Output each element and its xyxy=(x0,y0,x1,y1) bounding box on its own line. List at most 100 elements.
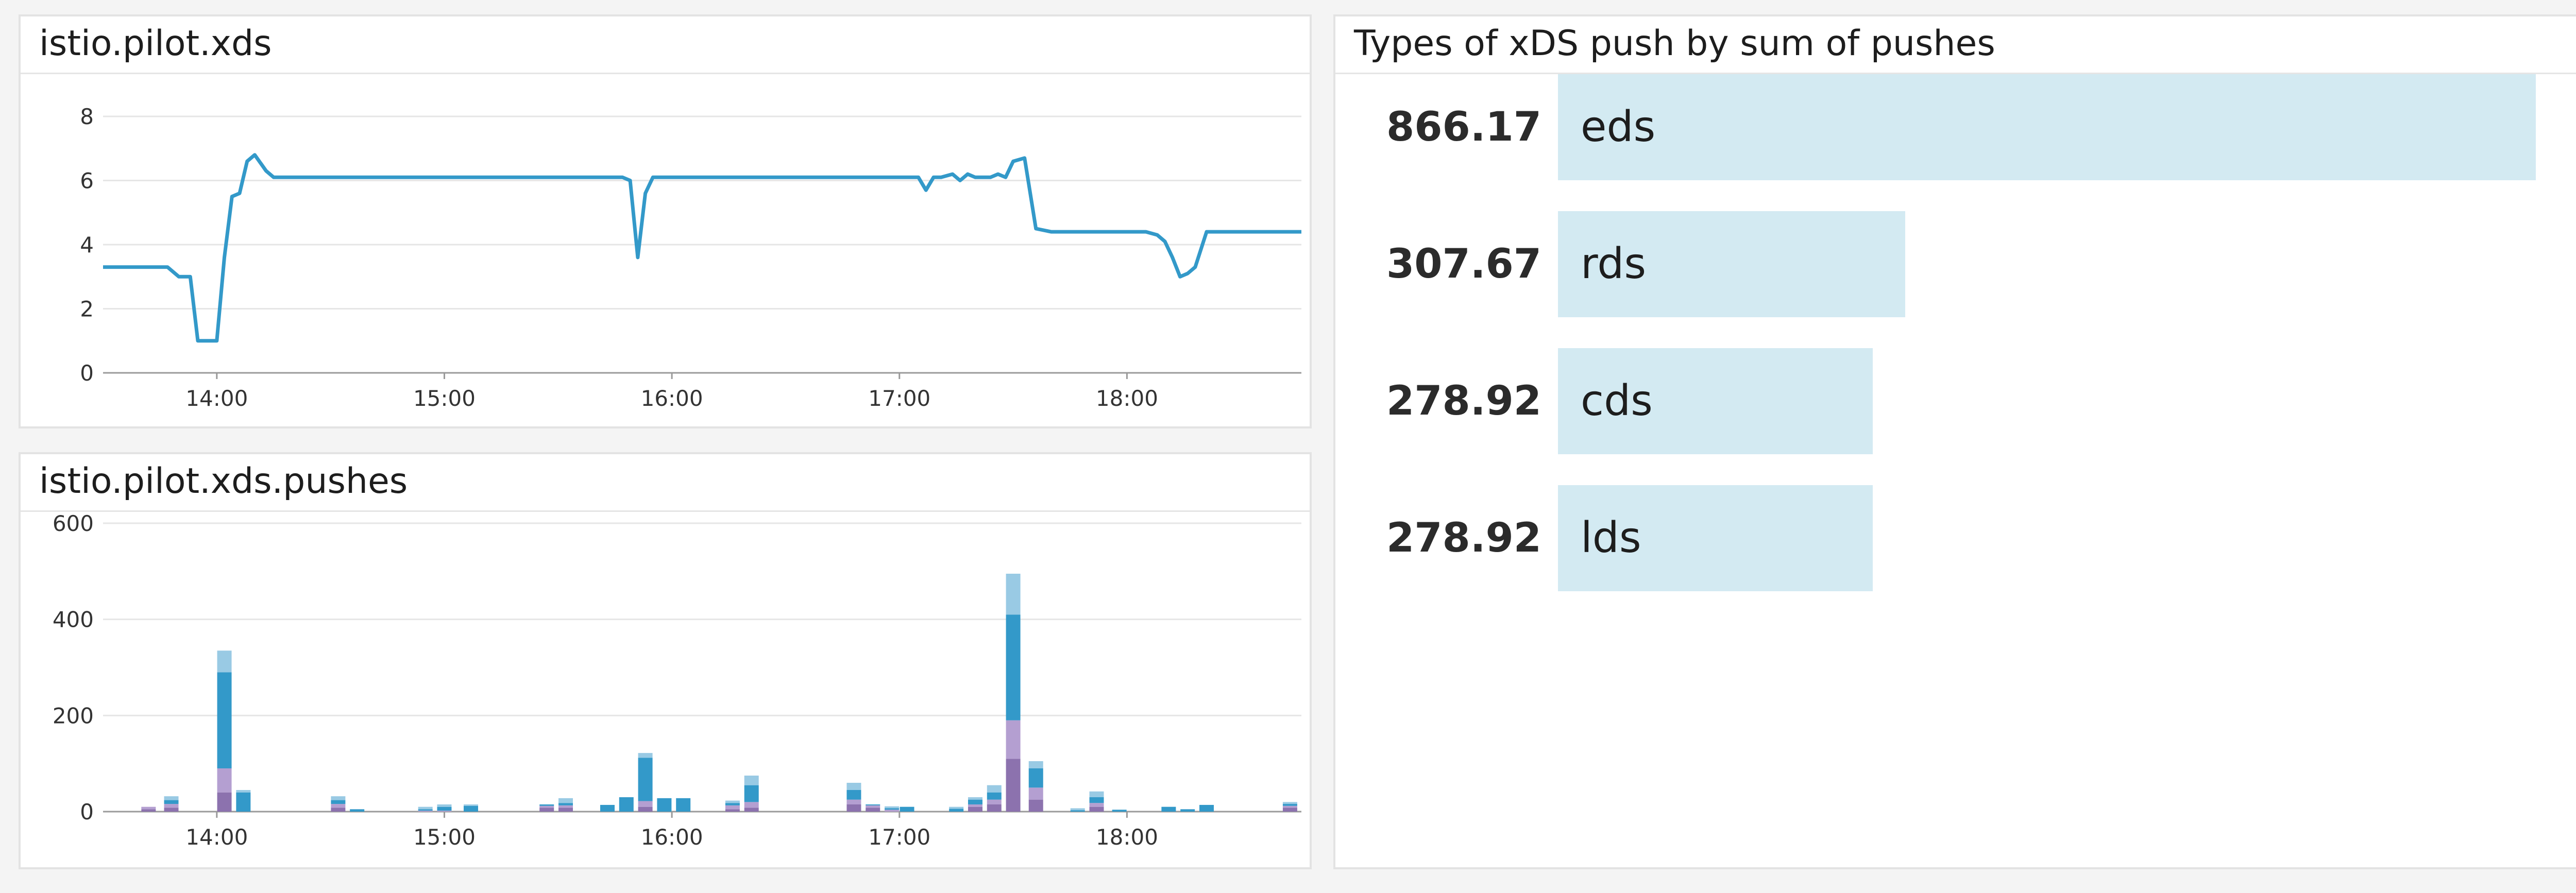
stacked-bar-segment xyxy=(1070,810,1085,812)
stacked-bar-segment xyxy=(987,804,1002,812)
stacked-bar-segment xyxy=(866,808,880,812)
stacked-bar-segment xyxy=(638,753,653,758)
stacked-bar-segment xyxy=(418,806,433,810)
toplist-bar xyxy=(1558,211,1906,317)
toplist-bar xyxy=(1558,485,1873,591)
toplist-label: eds xyxy=(1581,102,1656,151)
stacked-bar-segment xyxy=(1006,574,1021,615)
stacked-bar-segment xyxy=(744,808,759,812)
stacked-bar-segment xyxy=(1006,720,1021,759)
toplist-bar xyxy=(1558,74,2536,180)
y-tick-label: 2 xyxy=(80,297,94,322)
panel-title: istio.pilot.xds.pushes xyxy=(21,454,1310,512)
toplist-bar xyxy=(1558,348,1873,454)
y-tick-label: 600 xyxy=(53,511,94,536)
stacked-bar-segment xyxy=(558,803,573,805)
stacked-bar-segment xyxy=(539,808,554,812)
toplist-value: 307.67 xyxy=(1386,241,1541,287)
stacked-bar-segment xyxy=(1028,761,1043,768)
stacked-bar-segment xyxy=(1282,808,1297,812)
stacked-bar-segment xyxy=(725,803,740,805)
stacked-bar-segment xyxy=(1006,759,1021,812)
stacked-bar-segment xyxy=(744,785,759,802)
stacked-bar-segment xyxy=(236,792,251,812)
stacked-bar-segment xyxy=(968,799,982,804)
stacked-bar-segment xyxy=(866,805,880,808)
stacked-bar-segment xyxy=(725,805,740,810)
toplist-label: cds xyxy=(1581,376,1653,425)
stacked-bar-segment xyxy=(676,798,691,812)
xds-types-toplist-panel: Types of xDS push by sum of pushes 866.1… xyxy=(1333,14,2576,869)
stacked-bar-segment xyxy=(987,799,1002,804)
stacked-bar-segment xyxy=(1180,809,1195,812)
stacked-bar-segment xyxy=(1006,614,1021,720)
stacked-bar-segment xyxy=(418,809,433,811)
y-tick-label: 200 xyxy=(53,703,94,728)
stacked-bar-segment xyxy=(968,797,982,800)
stacked-bar-segment xyxy=(539,805,554,808)
stacked-bar-segment xyxy=(1282,804,1297,806)
stacked-bar-segment xyxy=(846,804,861,812)
stacked-bar-segment xyxy=(350,809,365,812)
toplist-label: lds xyxy=(1581,513,1641,562)
stacked-bar-segment xyxy=(236,790,251,793)
stacked-bar-segment xyxy=(164,804,179,808)
stacked-bar-segment xyxy=(744,802,759,808)
stacked-bar-segment xyxy=(1028,768,1043,788)
stacked-bar-segment xyxy=(1028,799,1043,812)
stacked-bar-segment xyxy=(463,805,478,812)
toplist-row-eds: 866.17 eds xyxy=(1335,74,2576,180)
stacked-bar-segment xyxy=(949,809,964,812)
stacked-bar-segment xyxy=(217,792,232,812)
stacked-bar-segment xyxy=(1089,791,1104,797)
stacked-bar-segment xyxy=(558,808,573,812)
stacked-bar-segment xyxy=(558,798,573,803)
y-tick-label: 6 xyxy=(80,168,94,194)
stacked-bar-segment xyxy=(744,776,759,785)
y-tick-label: 400 xyxy=(53,607,94,632)
stacked-bar-segment xyxy=(846,790,861,800)
y-tick-label: 4 xyxy=(80,232,94,257)
stacked-bar-segment xyxy=(418,811,433,812)
stacked-bar-segment xyxy=(1199,804,1214,812)
stacked-bar-segment xyxy=(900,806,914,812)
x-tick-label: 16:00 xyxy=(641,386,703,411)
xds-timeseries-panel: istio.pilot.xds 0 2 4 6 8 14:00 15:00 16:00 17:0… xyxy=(19,14,1312,428)
x-tick-label: 18:00 xyxy=(1096,825,1158,850)
stacked-bar-segment xyxy=(968,804,982,807)
toplist-row-lds: 278.92 lds xyxy=(1335,485,2576,591)
stacked-bar-segment xyxy=(846,799,861,804)
toplist-row-cds: 278.92 cds xyxy=(1335,348,2576,454)
stacked-bar-segment xyxy=(164,800,179,804)
stacked-bar-segment xyxy=(866,804,880,805)
stacked-bar-segment xyxy=(217,650,232,673)
stacked-bar-segment xyxy=(638,758,653,801)
stacked-bar-segment xyxy=(638,806,653,812)
pushes-stacked-bar-chart: 0 200 400 600 14:00 15:00 16:00 17:00 18:00 xyxy=(53,511,1301,850)
stacked-bar-segment xyxy=(846,783,861,790)
stacked-bar-segment xyxy=(217,672,232,768)
x-tick-label: 14:00 xyxy=(185,386,248,411)
stacked-bar-segment xyxy=(1070,808,1085,811)
stacked-bar-segment xyxy=(141,806,156,810)
y-tick-label: 0 xyxy=(80,799,94,825)
stacked-bar-segment xyxy=(885,810,900,812)
stacked-bar-segment xyxy=(885,806,900,809)
y-tick-label: 0 xyxy=(80,360,94,386)
stacked-bar-segment xyxy=(164,796,179,800)
stacked-bar-segment xyxy=(331,804,346,808)
panel-title: Types of xDS push by sum of pushes xyxy=(1335,16,2576,74)
stacked-bar-segment xyxy=(725,809,740,812)
x-tick-label: 17:00 xyxy=(868,386,930,411)
stacked-bar-segment xyxy=(437,804,452,807)
x-tick-label: 18:00 xyxy=(1096,386,1158,411)
y-tick-label: 8 xyxy=(80,104,94,129)
stacked-bar-segment xyxy=(164,808,179,812)
series-line xyxy=(103,153,1301,343)
x-tick-label: 17:00 xyxy=(868,825,930,850)
stacked-bar-segment xyxy=(1089,806,1104,812)
stacked-bar-segment xyxy=(1089,797,1104,803)
toplist-label: rds xyxy=(1581,239,1647,288)
stacked-bar-segment xyxy=(968,806,982,812)
toplist-row-rds: 307.67 rds xyxy=(1335,211,2576,317)
